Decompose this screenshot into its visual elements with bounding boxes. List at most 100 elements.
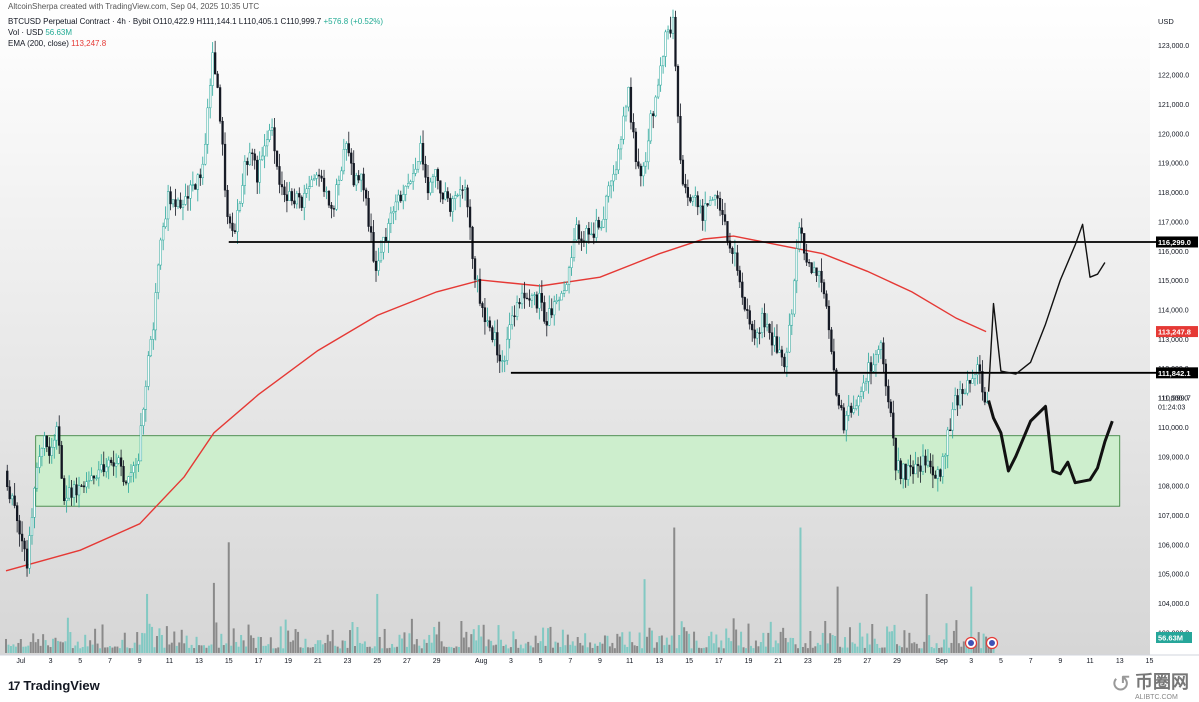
ema200-line: [5, 235, 987, 572]
candle: [644, 152, 647, 174]
price-tick-label: 106,000.0: [1158, 542, 1189, 549]
volume-bar: [403, 632, 406, 653]
volume-bar: [487, 639, 490, 653]
candle: [176, 197, 180, 209]
candle: [211, 42, 214, 96]
candle-body: [345, 143, 348, 150]
candle: [570, 245, 573, 276]
candle: [738, 265, 741, 288]
tradingview-logo-text: TradingView: [23, 678, 100, 693]
candle: [184, 183, 187, 206]
time-tick-label: 15: [1146, 658, 1154, 665]
candle: [204, 133, 207, 166]
volume-bar: [195, 636, 198, 653]
candle-body: [436, 169, 440, 181]
candle-body: [191, 184, 195, 186]
candle: [704, 191, 707, 232]
candle-body: [731, 248, 734, 254]
volume-bar: [415, 639, 418, 653]
candle: [199, 168, 202, 186]
volume-bar: [717, 647, 720, 653]
volume-bar: [767, 632, 770, 653]
candle: [837, 393, 840, 410]
candle-body: [60, 445, 63, 479]
volume-bar: [650, 630, 653, 653]
volume-bar: [430, 642, 433, 653]
candle: [124, 480, 128, 486]
candle-body: [431, 176, 435, 183]
price-tick-label: 108,000.0: [1158, 484, 1189, 491]
volume-bar: [888, 631, 891, 653]
candle: [852, 395, 855, 415]
volume-price-label-bg: [1156, 632, 1192, 643]
candle: [832, 338, 836, 373]
volume-bar: [603, 635, 606, 653]
volume-bar: [349, 630, 352, 653]
volume-bar: [225, 643, 228, 653]
candle: [751, 320, 754, 342]
candle-body: [263, 145, 266, 157]
candle-body: [543, 302, 546, 322]
candle-body: [587, 228, 591, 235]
candle: [293, 188, 296, 209]
candle-body: [941, 456, 944, 477]
candle-body: [718, 197, 722, 211]
volume-bar: [448, 646, 451, 653]
candle: [496, 319, 499, 363]
tradingview-logo[interactable]: 17 TradingView: [8, 678, 100, 693]
candle: [463, 179, 467, 201]
candle-body: [525, 297, 529, 300]
candle-body: [372, 232, 375, 262]
candle: [421, 130, 425, 171]
candle: [384, 227, 388, 242]
candle-body: [892, 412, 895, 439]
time-tick-label: 29: [893, 658, 901, 665]
candle: [572, 227, 576, 262]
volume-bar: [730, 641, 733, 653]
volume-bar: [237, 646, 240, 653]
candle: [845, 410, 848, 442]
candle-body: [889, 401, 892, 414]
candle: [285, 182, 289, 213]
volume-bar: [551, 647, 554, 653]
candle-body: [929, 460, 932, 468]
candle-body: [40, 447, 44, 457]
candle-body: [877, 349, 880, 355]
candle-body: [778, 349, 781, 353]
candle: [855, 399, 858, 411]
ema-price-label: 113,247.8: [1158, 328, 1191, 337]
candle: [263, 134, 266, 169]
candle-body: [983, 391, 987, 403]
candle: [493, 320, 496, 347]
candle: [553, 295, 556, 326]
price-tick-label: 115,000.0: [1158, 278, 1189, 285]
price-tick-label: 114,000.0: [1158, 307, 1189, 314]
candle: [817, 270, 821, 288]
volume-bar: [658, 635, 661, 653]
candle-body: [228, 216, 232, 224]
candle: [40, 447, 44, 467]
candle-body: [533, 294, 536, 296]
candle-body: [906, 465, 910, 480]
volume-bar: [737, 645, 740, 653]
candle-body: [681, 159, 685, 185]
candle-body: [634, 131, 638, 162]
volume-bar: [279, 626, 282, 653]
candle-body: [275, 150, 279, 167]
candle: [253, 148, 256, 170]
volume-bar: [123, 632, 126, 653]
volume-bar: [683, 627, 686, 653]
volume-bar: [831, 634, 834, 653]
candle-body: [231, 222, 234, 231]
volume-bar: [138, 644, 141, 653]
candle-body: [184, 196, 187, 205]
candle-body: [572, 239, 576, 258]
candle: [157, 263, 160, 300]
volume-bar: [631, 642, 634, 653]
candle: [261, 146, 264, 161]
candle-body: [169, 191, 172, 205]
volume-bar: [230, 645, 233, 653]
ema-price-label-bg: [1156, 326, 1198, 338]
time-tick-label: 25: [373, 658, 381, 665]
